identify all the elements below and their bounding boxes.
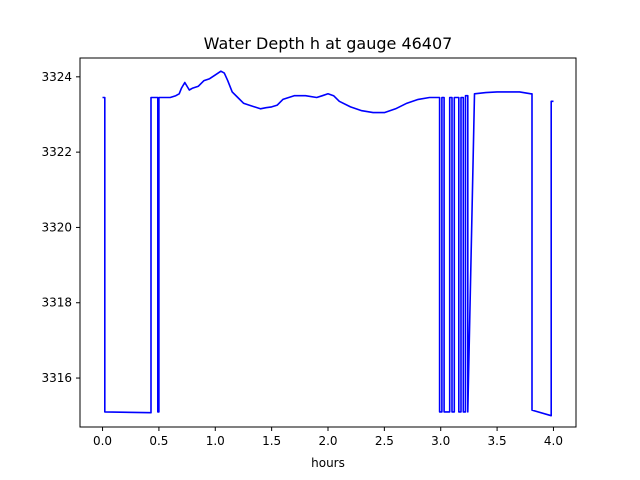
plot-area (102, 70, 554, 417)
y-tick-label: 3322 (41, 145, 72, 159)
x-tick-label: 2.0 (318, 434, 337, 448)
x-axis-label: hours (311, 456, 345, 470)
x-tick-label: 1.5 (262, 434, 281, 448)
x-tick-label: 1.0 (206, 434, 225, 448)
y-tick-label: 3324 (41, 70, 72, 84)
x-tick-label: 0.5 (149, 434, 168, 448)
x-tick-label: 4.0 (544, 434, 563, 448)
x-tick-label: 3.0 (431, 434, 450, 448)
x-axis-ticks: 0.0 0.5 1.0 1.5 2.0 2.5 3.0 3.5 4.0 (93, 427, 563, 448)
y-tick-label: 3320 (41, 220, 72, 234)
series-line-0 (102, 70, 554, 417)
y-tick-label: 3318 (41, 296, 72, 310)
y-axis-ticks: 3316 3318 3320 3322 3324 (41, 70, 80, 385)
x-tick-label: 2.5 (375, 434, 394, 448)
chart-title: Water Depth h at gauge 46407 (204, 34, 453, 53)
x-tick-label: 0.0 (93, 434, 112, 448)
axes-frame (79, 57, 577, 428)
y-tick-label: 3316 (41, 371, 72, 385)
x-tick-label: 3.5 (488, 434, 507, 448)
